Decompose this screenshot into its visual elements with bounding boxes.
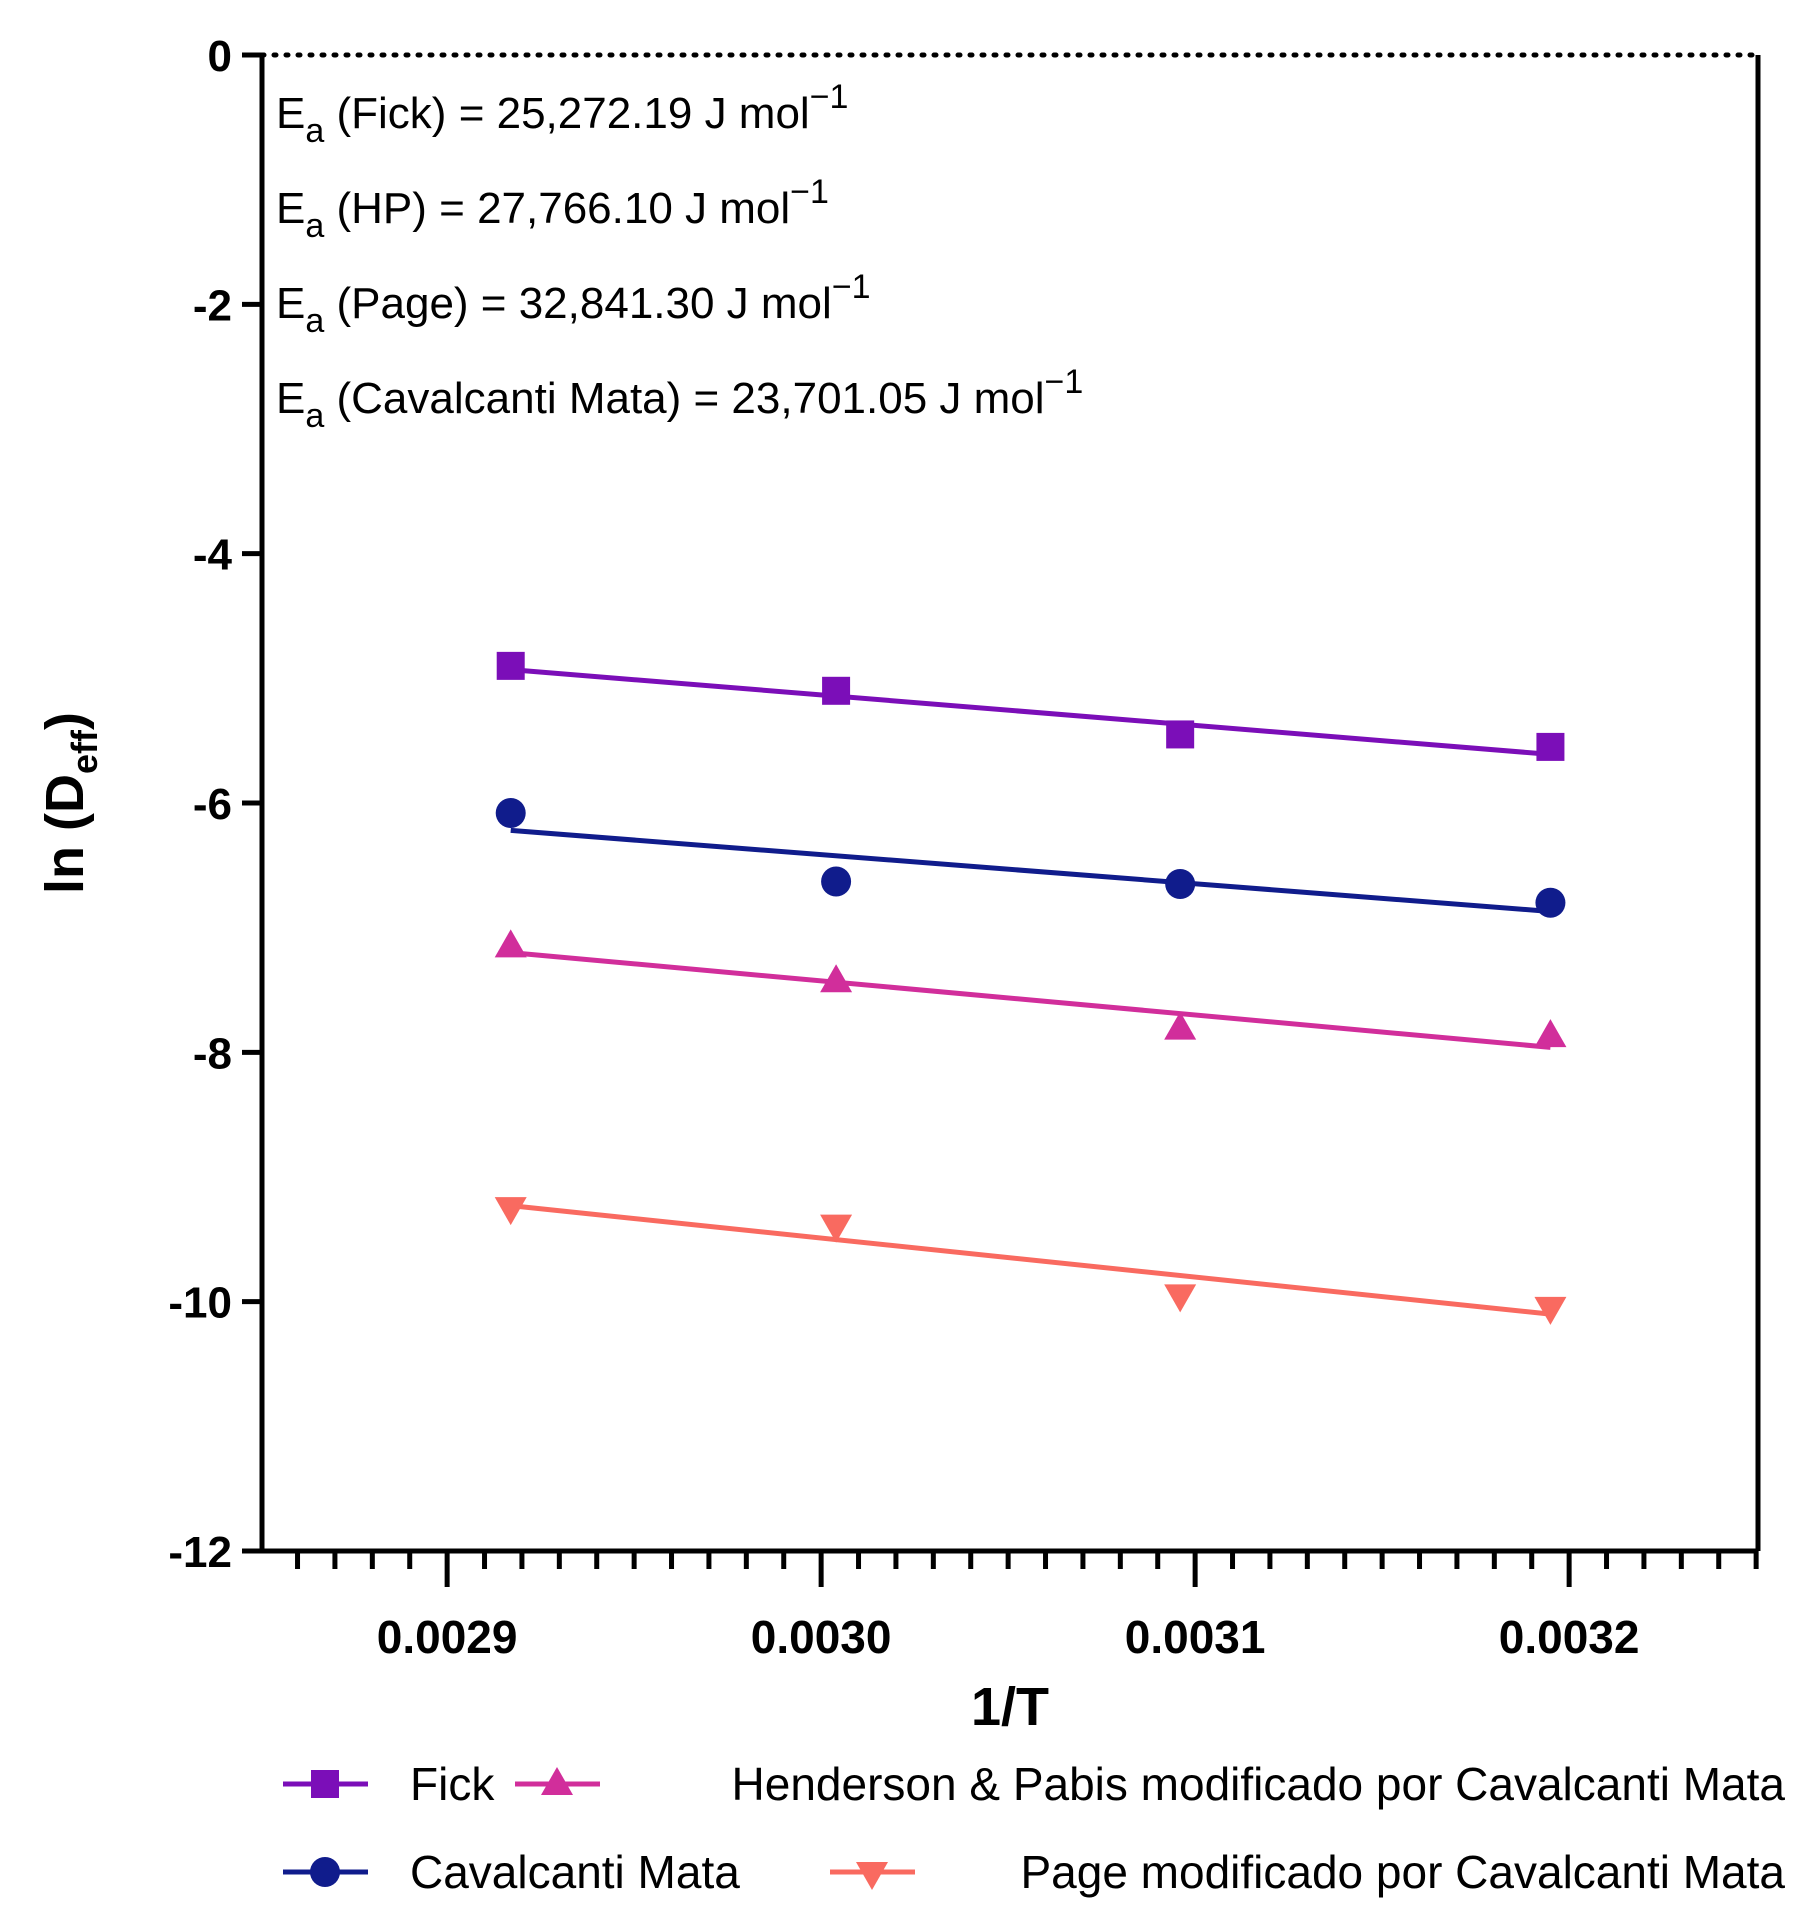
fit-line — [510, 827, 1551, 914]
data-point-triangle-up — [1164, 1011, 1197, 1040]
x-tick-label: 0.0030 — [751, 1611, 892, 1663]
data-point-triangle-up — [494, 929, 527, 958]
activation-energy-label: Ea (Page) = 32,841.30 J mol−1 — [276, 268, 871, 340]
legend: Fick Henderson & Pabis modificado por Ca… — [283, 1758, 1785, 1898]
data-point-triangle-up — [820, 964, 853, 993]
x-axis-title: 1/T — [971, 1677, 1049, 1737]
data-point-circle — [495, 797, 526, 828]
legend-label-page: Page modificado por Cavalcanti Mata — [1020, 1846, 1785, 1898]
data-point-triangle-down — [820, 1214, 853, 1243]
axis-ticks: 0 -2 -4 -6 -8 -10 -12 0.0029 0.0030 0.0031 0.0032 — [168, 32, 1759, 1663]
data-point-square — [1536, 732, 1565, 761]
y-tick-label: -10 — [168, 1279, 232, 1328]
data-point-square — [496, 651, 525, 680]
x-tick-label: 0.0032 — [1499, 1611, 1640, 1663]
fit-line — [510, 950, 1551, 1050]
data-point-triangle-down — [1164, 1284, 1197, 1313]
y-tick-label: -12 — [168, 1528, 232, 1577]
regression-lines — [510, 667, 1551, 1317]
fit-line — [510, 667, 1551, 757]
activation-energy-label: Ea (HP) = 27,766.10 J mol−1 — [276, 173, 829, 245]
data-point-square — [822, 676, 851, 705]
legend-label-henderson-pabis: Henderson & Pabis modificado por Cavalca… — [732, 1758, 1786, 1810]
activation-energy-annotations: Ea (Fick) = 25,272.19 J mol−1 Ea (HP) = 2… — [276, 78, 1083, 435]
y-tick-label: 0 — [208, 32, 232, 81]
data-point-triangle-up — [1534, 1019, 1567, 1048]
fit-line — [510, 1203, 1551, 1317]
activation-energy-label: Ea (Cavalcanti Mata) = 23,701.05 J mol−1 — [276, 363, 1083, 435]
y-tick-label: -2 — [193, 281, 232, 330]
legend-triangle-down-marker — [856, 1862, 888, 1890]
legend-item-fick[interactable]: Fick — [283, 1758, 495, 1810]
legend-item-henderson-pabis[interactable]: Henderson & Pabis modificado por Cavalca… — [515, 1758, 1785, 1810]
data-points — [494, 651, 1567, 1325]
y-tick-label: -6 — [193, 780, 232, 829]
data-point-square — [1166, 720, 1195, 749]
legend-triangle-up-marker — [541, 1767, 573, 1795]
legend-label-cavalcanti-mata: Cavalcanti Mata — [410, 1846, 740, 1898]
legend-circle-marker — [310, 1857, 340, 1887]
y-axis-title: ln (Deff) — [35, 712, 105, 894]
legend-item-page[interactable]: Page modificado por Cavalcanti Mata — [830, 1846, 1785, 1898]
x-tick-label: 0.0029 — [377, 1611, 518, 1663]
data-point-triangle-down — [1534, 1296, 1567, 1325]
data-point-circle — [1535, 887, 1566, 918]
data-point-circle — [1165, 869, 1196, 900]
y-tick-label: -4 — [193, 531, 233, 580]
legend-square-marker — [311, 1770, 339, 1798]
data-point-circle — [821, 866, 852, 897]
data-point-triangle-down — [494, 1197, 527, 1226]
legend-item-cavalcanti-mata[interactable]: Cavalcanti Mata — [283, 1846, 740, 1898]
legend-label-fick: Fick — [410, 1758, 495, 1810]
x-tick-label: 0.0031 — [1125, 1611, 1266, 1663]
activation-energy-label: Ea (Fick) = 25,272.19 J mol−1 — [276, 78, 848, 150]
y-tick-label: -8 — [193, 1029, 232, 1078]
